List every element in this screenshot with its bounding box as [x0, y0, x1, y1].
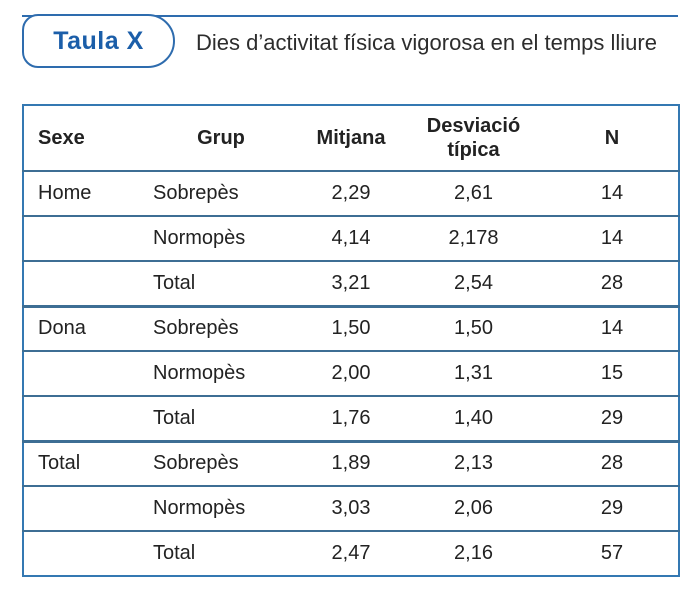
cell-grup: Total [141, 260, 301, 306]
table-row: Dona Sobrepès 1,50 1,50 14 [23, 304, 679, 351]
header-rule [22, 15, 678, 17]
cell-mitjana: 2,29 [331, 182, 371, 204]
table-row: Total Sobrepès 1,89 2,13 28 [23, 439, 679, 486]
cell-desviacio: 2,06 [401, 485, 546, 531]
table-row: Normopès 4,14 2,178 14 [23, 215, 679, 261]
cell-mitjana: 2,00 [301, 350, 401, 396]
cell-sexe [23, 395, 141, 441]
table-body: Home Sobrepès 2,29 2,61 14 Normopès 4,14 2,178 1… [23, 171, 679, 576]
cell-n: 14 [546, 215, 679, 261]
cell-sexe [23, 215, 141, 261]
table-caption-band: Taula X Dies d’activitat física vigorosa… [0, 0, 700, 104]
cell-n: 15 [546, 350, 679, 396]
column-header-desviacio: Desviació típica [401, 105, 546, 172]
cell-desviacio: 1,31 [401, 350, 546, 396]
cell-sexe [23, 485, 141, 531]
cell-desviacio: 1,40 [401, 395, 546, 441]
table-row: Home Sobrepès 2,29 2,61 14 [23, 171, 679, 216]
table-row: Total 1,76 1,40 29 [23, 395, 679, 441]
cell-sexe: Dona [23, 304, 141, 351]
cell-n: 28 [546, 260, 679, 306]
cell-desviacio: 1,50 [401, 304, 546, 351]
table-header-row: Sexe Grup Mitjana Desviació típica N [23, 105, 679, 172]
cell-sexe [23, 530, 141, 576]
cell-n: 14 [600, 182, 624, 204]
cell-grup: Sobrepès [141, 304, 301, 351]
column-header-mitjana: Mitjana [301, 105, 401, 172]
cell-desviacio: 2,54 [401, 260, 546, 306]
cell-grup: Total [141, 530, 301, 576]
table-row: Total 3,21 2,54 28 [23, 260, 679, 306]
column-header-n: N [546, 105, 679, 172]
cell-mitjana: 3,03 [301, 485, 401, 531]
table-badge-label: Taula X [53, 26, 144, 55]
table-row: Normopès 3,03 2,06 29 [23, 485, 679, 531]
cell-desviacio: 2,178 [401, 215, 546, 261]
cell-n: 29 [546, 395, 679, 441]
cell-mitjana: 1,76 [301, 395, 401, 441]
cell-n: 29 [546, 485, 679, 531]
cell-grup: Normopès [141, 215, 301, 261]
cell-n: 14 [546, 304, 679, 351]
cell-sexe [23, 350, 141, 396]
cell-grup: Normopès [141, 350, 301, 396]
cell-mitjana: 2,47 [301, 530, 401, 576]
cell-desviacio: 2,61 [454, 182, 493, 204]
cell-sexe: Total [23, 439, 141, 486]
table-badge: Taula X [22, 14, 175, 68]
table-row: Normopès 2,00 1,31 15 [23, 350, 679, 396]
cell-desviacio: 2,16 [401, 530, 546, 576]
cell-grup: Sobrepès [153, 182, 239, 204]
cell-mitjana: 3,21 [301, 260, 401, 306]
cell-grup: Normopès [141, 485, 301, 531]
cell-grup: Sobrepès [141, 439, 301, 486]
cell-n: 57 [546, 530, 679, 576]
table-title: Dies d’activitat física vigorosa en el t… [196, 30, 657, 55]
cell-mitjana: 1,50 [301, 304, 401, 351]
column-header-grup: Grup [141, 105, 301, 172]
cell-desviacio: 2,13 [401, 439, 546, 486]
cell-grup: Total [141, 395, 301, 441]
column-header-sexe: Sexe [23, 105, 141, 172]
cell-mitjana: 4,14 [301, 215, 401, 261]
stats-table: Sexe Grup Mitjana Desviació típica N Home Sob… [22, 104, 680, 577]
cell-mitjana: 1,89 [301, 439, 401, 486]
cell-n: 28 [546, 439, 679, 486]
cell-sexe: Home [38, 182, 92, 204]
cell-sexe [23, 260, 141, 306]
table-row: Total 2,47 2,16 57 [23, 530, 679, 576]
